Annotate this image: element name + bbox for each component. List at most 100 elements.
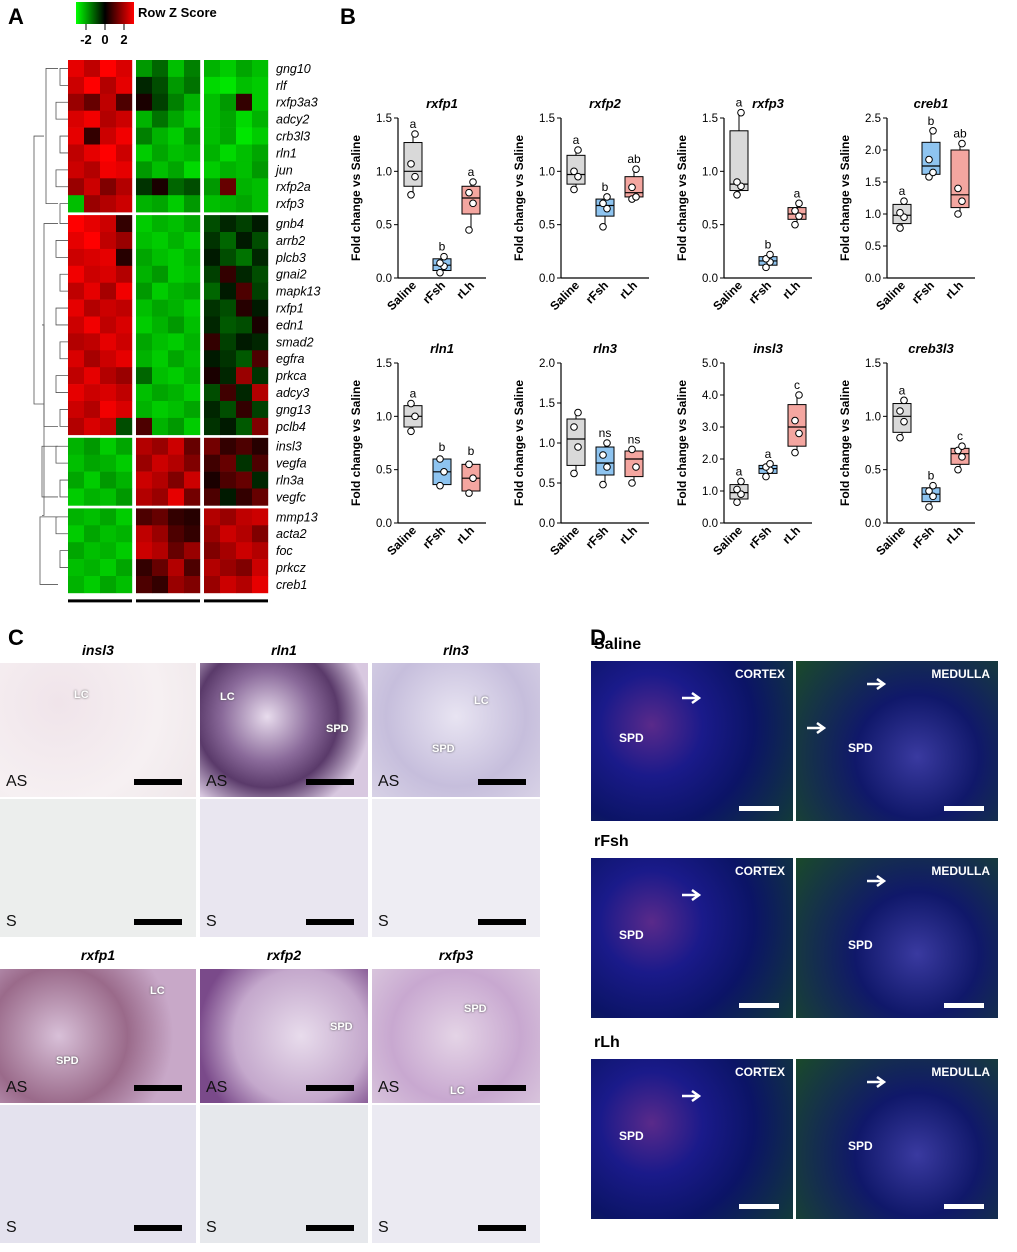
heatmap-cell	[168, 471, 185, 489]
y-tick-label: 1.0	[376, 411, 392, 423]
heatmap-cell	[84, 248, 101, 267]
arrow-icon	[867, 677, 887, 691]
heatmap-cell	[84, 559, 101, 577]
heatmap-cell	[152, 333, 169, 351]
heatmap-cell	[68, 384, 85, 402]
heatmap-cell	[116, 401, 133, 419]
heatmap-cell	[136, 401, 153, 419]
heatmap-cell	[204, 350, 221, 368]
heatmap-cell	[116, 60, 133, 78]
gene-label: rxfp3a3	[276, 96, 318, 110]
heatmap-cell	[184, 60, 201, 78]
heatmap-cell	[68, 333, 85, 351]
heatmap-cell	[100, 316, 117, 334]
heatmap-cell	[116, 93, 133, 111]
gene-label: plcb3	[275, 251, 306, 265]
heatmap-cell	[68, 471, 85, 489]
heatmap-cell	[116, 215, 133, 233]
heatmap-cell	[184, 384, 201, 402]
heatmap-cell	[68, 93, 85, 111]
heatmap-cell	[68, 316, 85, 334]
heatmap-cell	[84, 488, 101, 506]
heatmap-cell	[68, 542, 85, 560]
heatmap-cell	[152, 316, 169, 334]
heatmap-cell	[168, 367, 185, 385]
heatmap-cell	[204, 417, 221, 436]
data-point	[795, 429, 803, 438]
heatmap-cell	[220, 248, 237, 267]
heatmap-cell	[84, 401, 101, 419]
heatmap-cell	[168, 316, 185, 334]
heatmap-cell	[116, 195, 133, 213]
heatmap-cell	[184, 265, 201, 283]
heatmap-cell	[152, 437, 169, 455]
gene-label: rln3a	[276, 474, 304, 488]
row-dendrogram	[33, 68, 68, 585]
heatmap-cell	[252, 93, 269, 111]
significance-label: b	[602, 180, 609, 194]
heatmap-cell	[204, 178, 221, 196]
heatmap-cell	[220, 454, 237, 472]
heatmap-cell	[84, 384, 101, 402]
heatmap-cell	[220, 437, 237, 455]
y-axis-label: Fold change vs Saline	[838, 380, 852, 506]
gene-label: mapk13	[276, 285, 321, 299]
panel-a-heatmap: A Row Z Score -2 0 2 gng10 rlf rxfp3a3 adcy2 crb…	[0, 0, 335, 627]
data-point	[407, 191, 415, 199]
heatmap-cell	[204, 542, 221, 560]
heatmap-cell	[204, 525, 221, 543]
heatmap-cell	[252, 542, 269, 560]
heatmap-cell	[236, 299, 253, 317]
data-point	[958, 197, 966, 205]
heatmap-cell	[68, 525, 85, 543]
x-tick-label: rLh	[780, 278, 804, 302]
arrow-icon	[682, 691, 702, 705]
box-rLh: c rLh	[780, 378, 807, 547]
x-tick-label: rFsh	[420, 278, 448, 306]
heatmap-cell	[100, 161, 117, 179]
heatmap-cell	[252, 333, 269, 351]
data-point	[599, 451, 607, 459]
heatmap-cell	[168, 559, 185, 577]
heatmap-cell	[220, 350, 237, 368]
heatmap-cell	[84, 127, 101, 145]
heatmap-cell	[100, 110, 117, 128]
heatmap-cell	[168, 93, 185, 111]
heatmap-cell	[84, 60, 101, 78]
y-tick-label: 1.5	[865, 358, 881, 370]
gene-label: gnai2	[276, 268, 307, 282]
heatmap-cell	[236, 350, 253, 368]
scale-bar	[739, 806, 779, 811]
heatmap-cell	[136, 178, 153, 196]
heatmap-cell	[152, 178, 169, 196]
data-point	[436, 481, 444, 490]
scale-bar	[478, 919, 526, 925]
heatmap-cell	[184, 576, 201, 594]
heatmap-cell	[136, 76, 153, 95]
significance-label: b	[928, 469, 935, 483]
heatmap-cell	[152, 110, 169, 128]
heatmap-cell	[116, 265, 133, 283]
heatmap-cell	[68, 282, 85, 300]
cell-type-label: SPD	[56, 1055, 79, 1067]
heatmap-cell	[152, 542, 169, 560]
y-tick-label: 1.5	[865, 177, 881, 189]
heatmap-cell	[116, 559, 133, 577]
ish-rln1-sense: S	[200, 799, 368, 937]
ish-rxfp3-sense: S	[372, 1105, 540, 1243]
heatmap-cell	[168, 215, 185, 233]
heatmap-cell	[152, 215, 169, 233]
heatmap-cell	[236, 367, 253, 385]
cell-type-label: SPD	[326, 723, 349, 735]
heatmap-cell	[236, 232, 253, 250]
heatmap-cell	[252, 265, 269, 283]
cortex-image-rFsh: CORTEX SPD	[590, 857, 794, 1019]
panel-d-immunofluorescence: D Saline CORTEX SPD MEDULLA SPD rFsh CORTEX SPD…	[590, 625, 1017, 1252]
scale-bar	[134, 919, 182, 925]
heatmap-cell	[136, 417, 153, 436]
heatmap-cell	[100, 367, 117, 385]
heatmap-cell	[236, 525, 253, 543]
legend-tick-label: -2	[80, 32, 92, 47]
significance-label: ab	[953, 127, 967, 141]
heatmap-cell	[236, 144, 253, 162]
